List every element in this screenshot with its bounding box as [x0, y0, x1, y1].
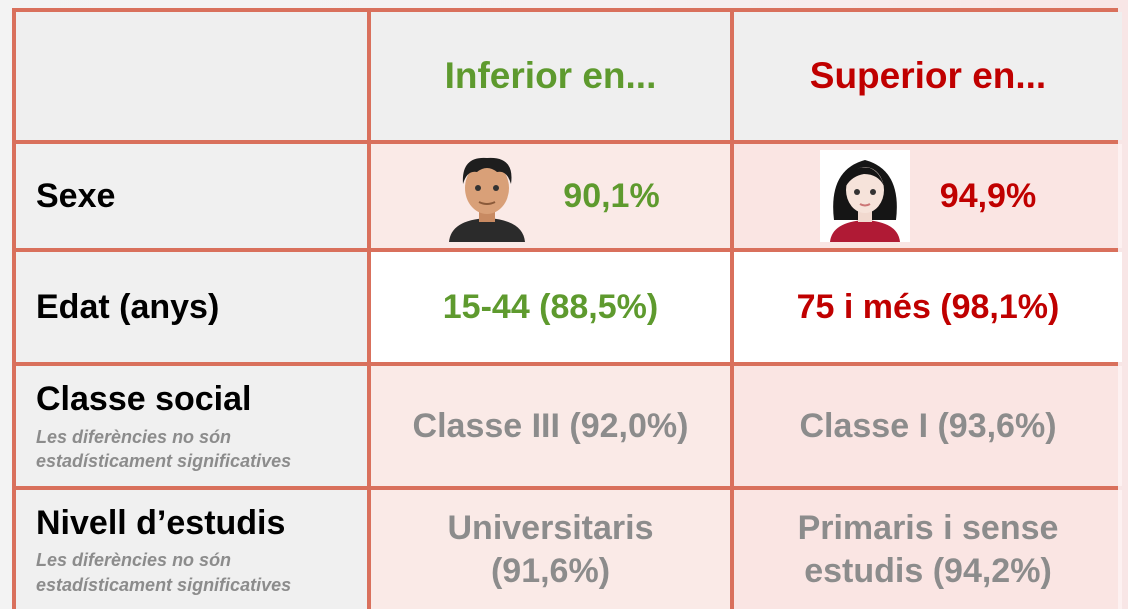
row-label: Nivell d’estudis Les diferències no són …	[16, 490, 367, 609]
table: Inferior en... Superior en... Sexe 90,1%…	[12, 8, 1122, 609]
row-label: Sexe	[16, 144, 367, 248]
value-text: 90,1%	[563, 176, 660, 215]
label-text: Sexe	[36, 176, 116, 215]
data-cell: 75 i més (98,1%)	[734, 252, 1122, 362]
man-avatar	[449, 157, 526, 242]
value-text: 94,9%	[939, 176, 1037, 215]
label-text: Classe social	[36, 380, 252, 419]
label-note: Les diferències no són estadísticament s…	[36, 550, 292, 595]
row-label: Edat (anys)	[16, 252, 367, 362]
woman-avatar	[819, 150, 910, 242]
label-text: Edat (anys)	[36, 287, 220, 326]
label-text: Nivell d’estudis	[36, 503, 286, 542]
data-cell: 15-44 (88,5%)	[371, 252, 730, 362]
data-cell: Universitaris (91,6%)	[371, 490, 730, 609]
data-cell: Classe III (92,0%)	[371, 366, 730, 486]
label-note: Les diferències no són estadísticament s…	[36, 426, 292, 472]
empty-header	[16, 12, 367, 140]
data-cell: Classe I (93,6%)	[734, 366, 1122, 486]
row-label: Classe social Les diferències no són est…	[16, 366, 367, 486]
header-cell: Superior en...	[734, 12, 1122, 140]
data-cell: 94,9%	[734, 144, 1122, 248]
header-cell: Inferior en...	[371, 12, 730, 140]
data-cell: 90,1%	[371, 144, 730, 248]
data-cell: Primaris i sense estudis (94,2%)	[734, 490, 1122, 609]
